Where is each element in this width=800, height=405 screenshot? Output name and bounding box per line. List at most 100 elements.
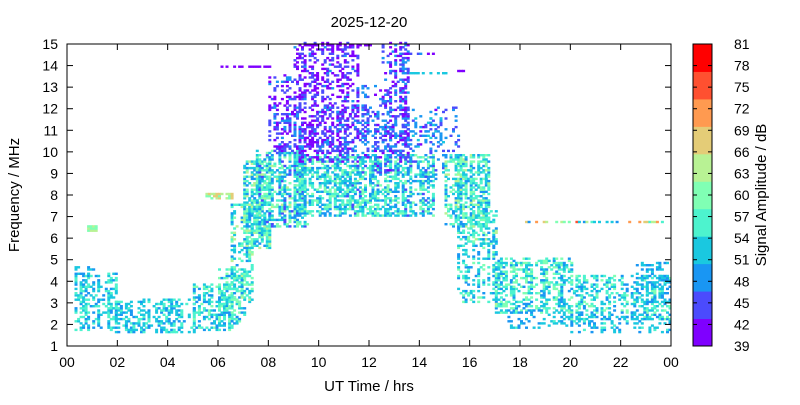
data-point (595, 285, 599, 288)
data-point (147, 315, 151, 319)
data-point (444, 223, 448, 226)
data-point (107, 298, 111, 301)
data-point (353, 182, 357, 185)
data-point (348, 84, 352, 88)
data-point (245, 175, 249, 178)
data-point (419, 182, 423, 185)
data-point (467, 270, 471, 273)
data-point (454, 125, 458, 129)
data-point (288, 119, 292, 122)
data-point (520, 268, 523, 271)
data-point (484, 257, 488, 260)
data-point (462, 235, 466, 239)
data-point (74, 298, 78, 301)
data-point (426, 205, 430, 209)
data-point (608, 296, 612, 299)
data-point (348, 125, 352, 129)
data-point (492, 287, 496, 291)
data-point (278, 149, 282, 153)
data-point (331, 110, 335, 114)
data-point (464, 156, 468, 159)
data-point (333, 205, 337, 209)
data-point (431, 214, 435, 217)
data-point (303, 69, 307, 73)
data-point (351, 44, 355, 47)
data-point (404, 212, 408, 215)
data-point (255, 225, 259, 228)
data-point (255, 190, 259, 193)
data-point (623, 292, 627, 295)
data-point (333, 177, 337, 181)
data-point (426, 186, 430, 189)
data-point (358, 182, 362, 185)
data-point (580, 294, 584, 297)
data-point (394, 89, 398, 92)
data-point (394, 214, 398, 217)
data-point (384, 186, 388, 189)
data-point (356, 166, 360, 170)
data-point (421, 188, 425, 191)
data-point (220, 324, 224, 327)
data-point (303, 188, 307, 191)
data-point (575, 283, 579, 286)
data-point (598, 289, 601, 293)
data-point (436, 141, 440, 144)
data-point (577, 274, 581, 278)
data-point (273, 164, 277, 168)
data-point (545, 298, 549, 301)
data-point (348, 147, 352, 150)
data-point (268, 158, 272, 161)
data-point (343, 108, 347, 112)
data-point (459, 166, 463, 170)
data-point (384, 147, 388, 150)
data-point (479, 195, 483, 198)
data-point (301, 205, 304, 209)
data-point (313, 128, 317, 131)
data-point (545, 281, 549, 284)
data-point (376, 205, 380, 209)
data-point (482, 207, 486, 211)
data-point (109, 328, 113, 332)
data-point (419, 192, 423, 196)
data-point (457, 227, 461, 230)
data-point (356, 132, 360, 135)
data-point (218, 305, 221, 308)
data-point (263, 197, 267, 200)
data-point (82, 300, 86, 304)
data-point (512, 268, 516, 271)
data-point (421, 199, 425, 202)
data-point (283, 175, 287, 178)
data-point (296, 56, 299, 60)
data-point (285, 95, 289, 99)
data-point (472, 197, 476, 200)
data-point (270, 225, 274, 228)
data-point (537, 322, 541, 325)
data-point (250, 240, 254, 243)
data-point (472, 300, 476, 304)
data-point (404, 61, 408, 64)
data-point (348, 214, 352, 217)
data-point (306, 201, 310, 204)
data-point (250, 175, 254, 178)
data-point (258, 207, 262, 211)
data-point (248, 203, 252, 206)
data-point (275, 147, 279, 150)
data-point (147, 320, 151, 323)
data-point (442, 164, 445, 168)
data-point (326, 41, 330, 45)
data-point (512, 281, 516, 284)
data-point (439, 134, 443, 137)
data-point (119, 317, 123, 321)
data-point (474, 238, 478, 241)
data-point (482, 171, 486, 174)
data-point (311, 173, 315, 176)
data-point (389, 205, 393, 209)
data-point (479, 218, 483, 222)
data-point (477, 220, 481, 224)
data-point (406, 132, 410, 135)
data-point (270, 169, 274, 172)
data-point (311, 186, 315, 189)
data-point (343, 207, 347, 211)
data-point (494, 261, 498, 265)
data-point (406, 59, 410, 62)
